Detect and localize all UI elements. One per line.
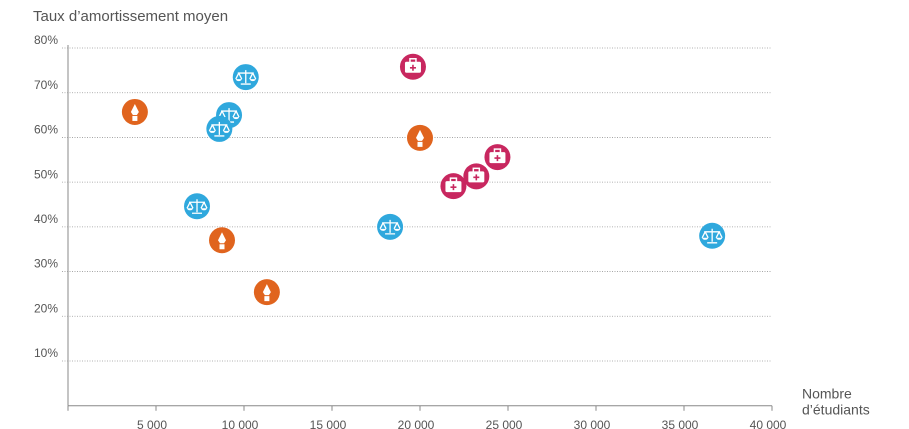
icon xyxy=(379,219,401,235)
icon xyxy=(235,79,256,82)
y-tick-label: 10% xyxy=(34,346,58,360)
icon xyxy=(450,184,457,191)
icon xyxy=(208,121,230,137)
icon xyxy=(264,296,270,302)
icon xyxy=(132,115,138,121)
x-tick-label: 5 000 xyxy=(137,418,167,429)
icon xyxy=(701,228,723,244)
icon xyxy=(494,155,501,162)
x-tick-label: 40 000 xyxy=(750,418,787,429)
x-tick-label: 35 000 xyxy=(662,418,699,429)
icon xyxy=(417,141,423,147)
y-tick-label: 50% xyxy=(34,167,58,181)
y-tick-label: 80% xyxy=(34,33,58,47)
y-tick-label: 20% xyxy=(34,301,58,315)
icon xyxy=(416,129,424,141)
point xyxy=(206,115,233,142)
icon xyxy=(218,232,226,244)
point xyxy=(399,53,426,80)
x-axis-label: Nombre xyxy=(802,386,852,402)
point xyxy=(184,193,211,220)
point xyxy=(253,279,280,306)
x-tick-label: 30 000 xyxy=(574,418,611,429)
point xyxy=(121,98,148,125)
point xyxy=(699,222,726,249)
x-tick-label: 20 000 xyxy=(398,418,435,429)
x-tick-label: 10 000 xyxy=(222,418,259,429)
x-tick-label: 25 000 xyxy=(486,418,523,429)
point xyxy=(232,64,259,91)
icon xyxy=(187,208,208,211)
point xyxy=(484,144,511,171)
icon xyxy=(493,148,502,154)
icon xyxy=(235,70,257,85)
point xyxy=(407,124,433,151)
point xyxy=(209,227,235,254)
y-tick-label: 60% xyxy=(34,123,58,137)
icon xyxy=(262,284,271,296)
icon xyxy=(209,130,230,133)
icon xyxy=(409,58,417,64)
point xyxy=(377,213,404,240)
icon xyxy=(130,103,139,115)
point xyxy=(463,163,490,190)
icon xyxy=(409,64,416,71)
x-tick-label: 15 000 xyxy=(310,418,347,429)
icon xyxy=(186,199,208,214)
icon xyxy=(472,167,481,174)
chart-title: Taux d’amortissement moyen xyxy=(33,8,228,25)
icon xyxy=(380,228,401,231)
y-tick-label: 40% xyxy=(34,212,58,226)
point xyxy=(440,173,467,200)
x-axis-label: d’étudiants xyxy=(802,402,870,418)
icon xyxy=(449,177,458,183)
icon xyxy=(473,174,480,181)
icon xyxy=(702,237,723,240)
y-tick-label: 30% xyxy=(34,257,58,271)
y-tick-label: 70% xyxy=(34,78,58,92)
icon xyxy=(219,244,225,250)
